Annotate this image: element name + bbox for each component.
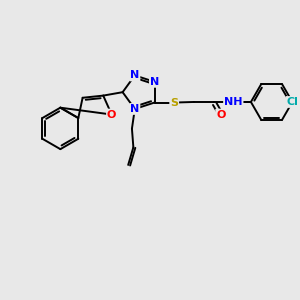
Text: N: N: [150, 77, 159, 87]
Text: S: S: [170, 98, 178, 107]
Text: O: O: [107, 110, 116, 119]
Text: N: N: [130, 104, 140, 114]
Text: N: N: [130, 70, 140, 80]
Text: Cl: Cl: [286, 97, 298, 107]
Text: O: O: [216, 110, 226, 119]
Text: NH: NH: [224, 97, 242, 107]
